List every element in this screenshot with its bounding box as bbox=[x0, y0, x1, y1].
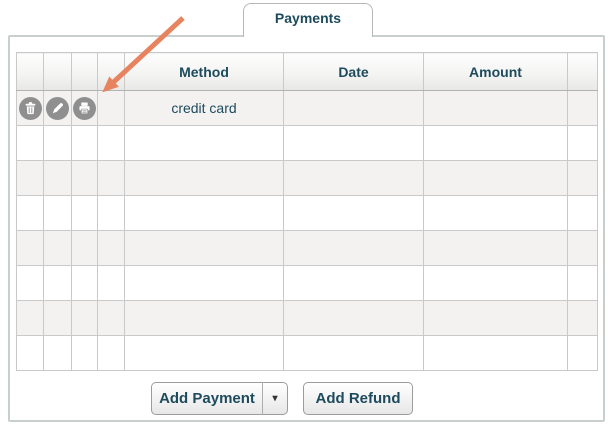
header-action-1 bbox=[16, 52, 44, 91]
cell-delete bbox=[16, 90, 44, 126]
cell-amount bbox=[423, 90, 568, 126]
add-payment-button[interactable]: Add Payment bbox=[151, 382, 262, 415]
header-date: Date bbox=[283, 52, 424, 91]
cell-end-spacer bbox=[567, 90, 598, 126]
trash-icon bbox=[23, 101, 38, 116]
header-spacer bbox=[97, 52, 125, 91]
cell-method: credit card bbox=[124, 90, 284, 126]
pencil-icon bbox=[50, 101, 65, 116]
cell-date bbox=[283, 90, 424, 126]
header-amount: Amount bbox=[423, 52, 568, 91]
header-action-2 bbox=[43, 52, 72, 91]
add-refund-button[interactable]: Add Refund bbox=[303, 382, 413, 415]
tab-payments[interactable]: Payments bbox=[243, 3, 373, 37]
payments-table: Method Date Amount bbox=[16, 52, 598, 371]
cell-edit bbox=[43, 90, 72, 126]
table-header-row: Method Date Amount bbox=[16, 52, 598, 91]
table-row-empty bbox=[16, 125, 598, 161]
table-row-empty bbox=[16, 265, 598, 301]
footer-button-bar: Add Payment ▾ Add Refund bbox=[151, 382, 413, 415]
printer-icon bbox=[77, 101, 92, 116]
delete-button[interactable] bbox=[18, 96, 42, 120]
cell-spacer bbox=[97, 90, 125, 126]
header-method: Method bbox=[124, 52, 284, 91]
table-row-empty bbox=[16, 195, 598, 231]
table-row-empty bbox=[16, 230, 598, 266]
edit-button[interactable] bbox=[46, 96, 69, 120]
add-payment-dropdown-button[interactable]: ▾ bbox=[262, 382, 288, 415]
add-payment-split-button: Add Payment ▾ bbox=[151, 382, 288, 415]
table-row: credit card bbox=[16, 90, 598, 126]
cell-print bbox=[71, 90, 98, 126]
chevron-down-icon: ▾ bbox=[272, 393, 278, 404]
table-row-empty bbox=[16, 300, 598, 336]
print-button[interactable] bbox=[73, 96, 96, 120]
header-end-spacer bbox=[567, 52, 598, 91]
table-row-empty bbox=[16, 160, 598, 196]
table-row-empty bbox=[16, 335, 598, 371]
header-action-3 bbox=[71, 52, 98, 91]
